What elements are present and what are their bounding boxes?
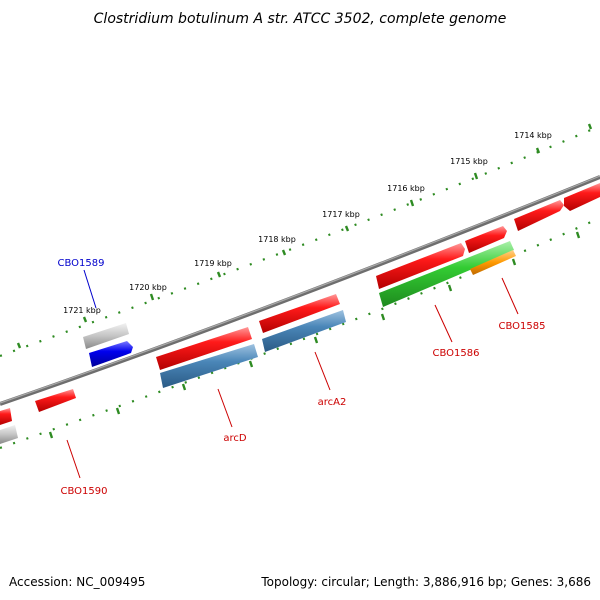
accession-text: Accession: NC_009495 <box>9 575 145 589</box>
gene-arrow[interactable] <box>83 323 129 349</box>
gene-label-arcd[interactable]: arcD <box>223 433 247 444</box>
scale-labels: 1714 kbp 1715 kbp 1716 kbp 1717 kbp 1718… <box>63 131 552 315</box>
gene-label-arca2[interactable]: arcA2 <box>318 397 347 408</box>
genome-backbone-highlight <box>0 175 600 404</box>
gene-label-cbo1589[interactable]: CBO1589 <box>58 258 105 269</box>
gene-labels: CBO1589 CBO1585 CBO1586 arcA2 arcD CBO15… <box>58 258 546 497</box>
scale-label: 1716 kbp <box>387 184 425 193</box>
scale-label: 1718 kbp <box>258 235 296 244</box>
gene-arrow[interactable] <box>0 425 18 444</box>
gene-arrow[interactable] <box>514 200 564 231</box>
gene-arrow[interactable] <box>0 408 12 425</box>
gene-arrow[interactable] <box>35 389 76 412</box>
scale-label: 1720 kbp <box>129 283 167 292</box>
gene-arrow[interactable] <box>470 250 516 275</box>
gene-arrow[interactable] <box>564 183 600 211</box>
gene-arrow[interactable] <box>379 241 514 307</box>
gene-arrow[interactable] <box>262 310 346 352</box>
outer-major-ticks <box>16 123 593 349</box>
reverse-strand-genes <box>0 241 516 444</box>
connector-cbo1590 <box>66 439 81 479</box>
scale-label: 1721 kbp <box>63 306 101 315</box>
forward-strand-genes <box>0 183 600 425</box>
gene-arrow[interactable] <box>89 341 133 367</box>
label-connectors <box>66 269 519 479</box>
gene-arrow[interactable] <box>376 243 465 289</box>
connector-cbo1585 <box>501 277 519 315</box>
map-title: Clostridium botulinum A str. ATCC 3502, … <box>94 11 507 27</box>
gene-arrow[interactable] <box>465 226 507 253</box>
scale-label: 1719 kbp <box>194 259 232 268</box>
connector-cbo1586 <box>434 304 453 343</box>
gene-arrow[interactable] <box>160 344 258 388</box>
genome-summary-text: Topology: circular; Length: 3,886,916 bp… <box>260 575 591 589</box>
scale-label: 1717 kbp <box>322 210 360 219</box>
gene-label-cbo1590[interactable]: CBO1590 <box>61 486 108 497</box>
connector-arcd <box>217 388 233 428</box>
connector-arca2 <box>314 351 331 391</box>
inner-major-ticks <box>48 231 581 439</box>
scale-label: 1715 kbp <box>450 157 488 166</box>
gene-arrow[interactable] <box>156 327 252 370</box>
gene-label-cbo1586[interactable]: CBO1586 <box>433 348 480 359</box>
genome-backbone <box>0 175 600 406</box>
scale-label: 1714 kbp <box>514 131 552 140</box>
connector-cbo1589 <box>83 269 97 309</box>
gene-arrow[interactable] <box>259 294 340 333</box>
gene-label-cbo1585[interactable]: CBO1585 <box>499 321 546 332</box>
